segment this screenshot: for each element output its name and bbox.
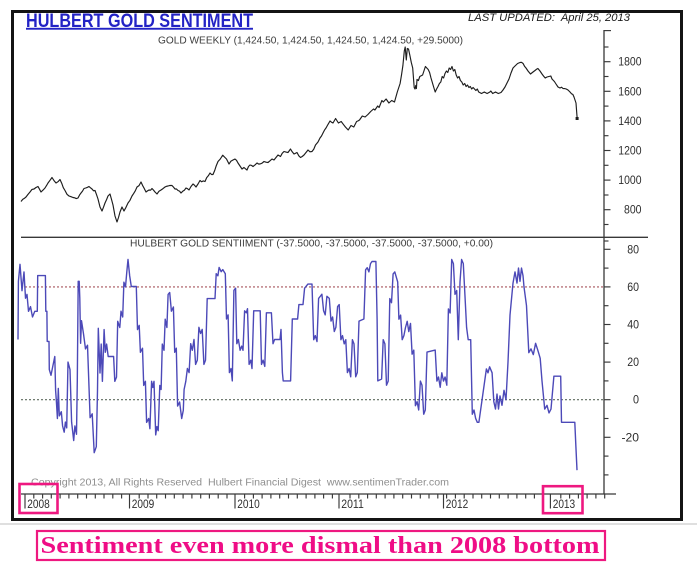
svg-text:2013: 2013 xyxy=(553,497,576,511)
svg-text:1000: 1000 xyxy=(618,174,641,187)
svg-text:60: 60 xyxy=(627,281,639,294)
svg-text:Sentiment even more dismal tha: Sentiment even more dismal than 2008 bot… xyxy=(41,532,600,559)
svg-text:2010: 2010 xyxy=(237,497,260,511)
svg-text:1400: 1400 xyxy=(618,115,641,128)
svg-text:2011: 2011 xyxy=(341,497,364,511)
svg-text:-20: -20 xyxy=(622,431,640,444)
svg-text:LAST UPDATED: April 25, 2013: LAST UPDATED: April 25, 2013 xyxy=(468,12,631,24)
svg-text:GOLD WEEKLY (1,424.50, 1,424.5: GOLD WEEKLY (1,424.50, 1,424.50, 1,424.5… xyxy=(158,36,463,47)
svg-text:1800: 1800 xyxy=(618,56,641,69)
svg-text:800: 800 xyxy=(624,204,642,217)
svg-text:Copyright 2013, All Rights Res: Copyright 2013, All Rights Reserved Hulb… xyxy=(31,478,449,489)
svg-text:1200: 1200 xyxy=(618,145,641,158)
svg-text:1600: 1600 xyxy=(618,85,641,98)
svg-text:40: 40 xyxy=(627,319,639,332)
svg-text:HULBERT GOLD SENTIMENT: HULBERT GOLD SENTIMENT xyxy=(26,11,253,32)
svg-text:0: 0 xyxy=(633,394,639,407)
svg-text:80: 80 xyxy=(627,243,639,256)
svg-text:2009: 2009 xyxy=(132,497,155,511)
svg-text:HULBERT GOLD SENTIIMENT (-37.5: HULBERT GOLD SENTIIMENT (-37.5000, -37.5… xyxy=(130,239,493,250)
svg-text:20: 20 xyxy=(627,356,639,369)
svg-text:2012: 2012 xyxy=(446,497,469,511)
svg-text:2008: 2008 xyxy=(27,497,50,511)
